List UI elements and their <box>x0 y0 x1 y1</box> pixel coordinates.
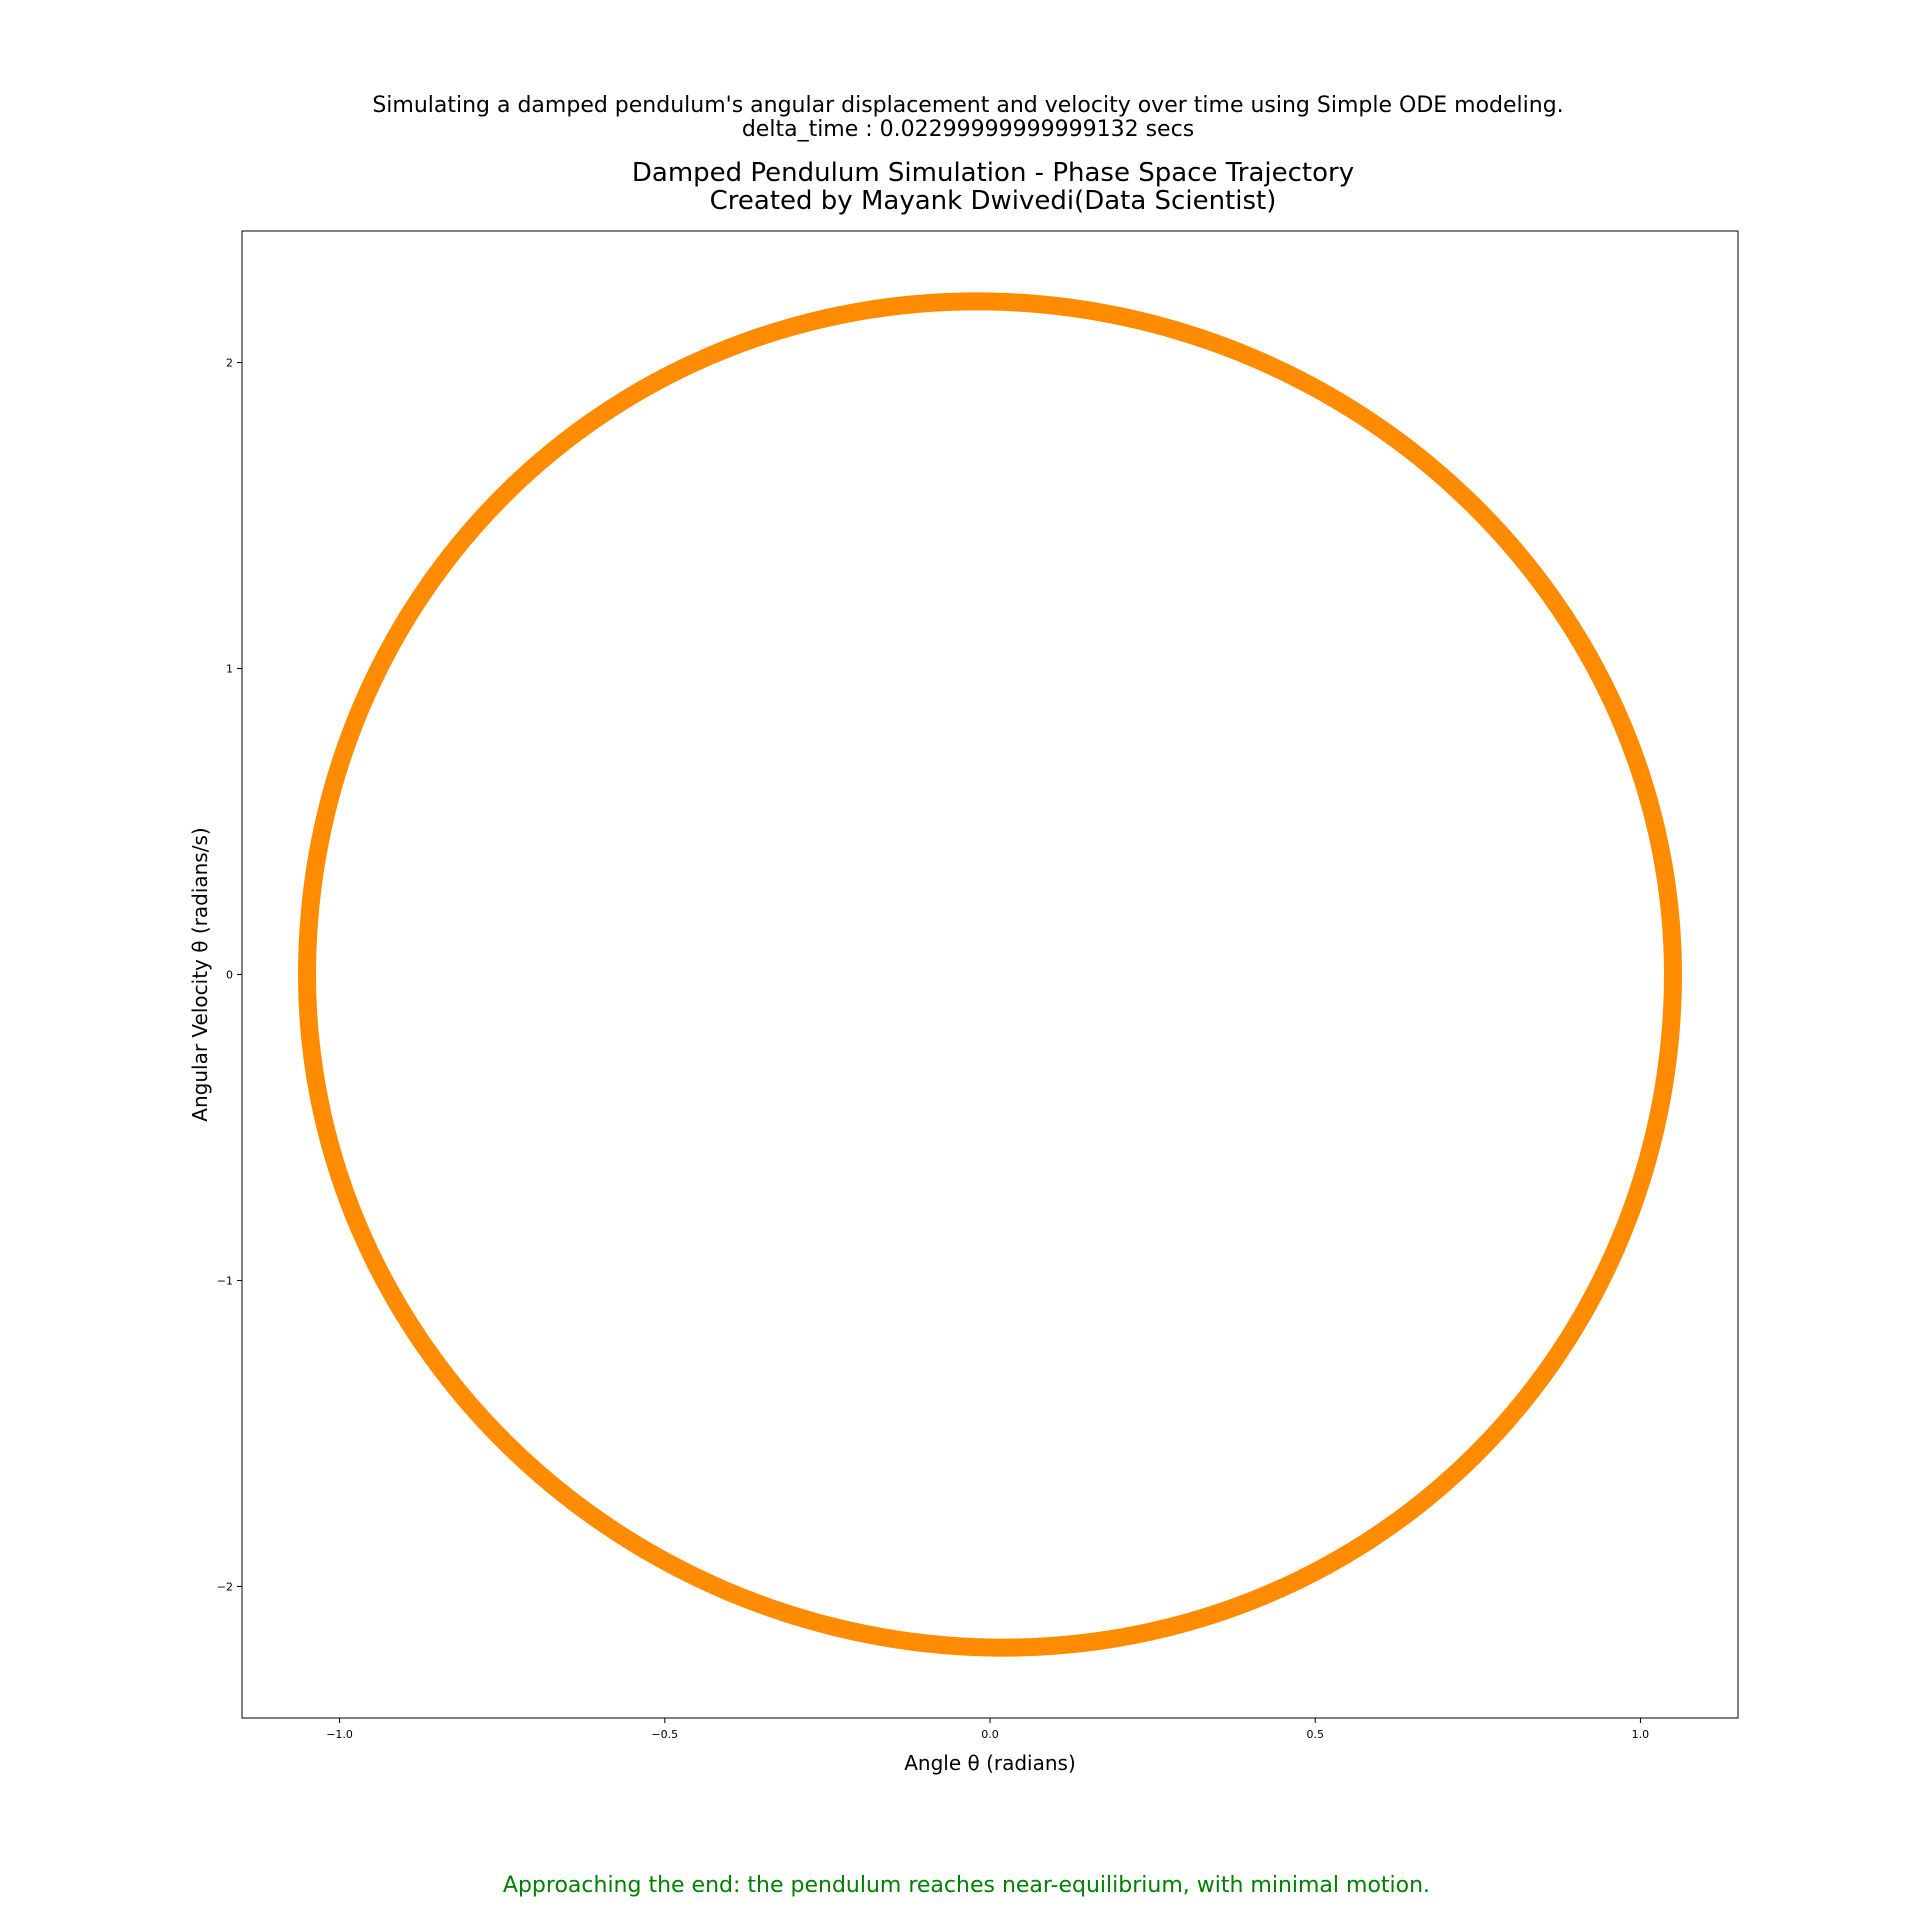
y-axis: −2 −1 0 1 2 <box>217 357 242 1593</box>
status-caption: Approaching the end: the pendulum reache… <box>502 1873 1431 1898</box>
chart-subtitle: Created by Mayank Dwivedi(Data Scientist… <box>709 186 1277 216</box>
trajectory-line-0 <box>298 292 1682 1657</box>
figure-suptitle-line1: Simulating a damped pendulum's angular d… <box>372 93 1564 118</box>
y-tick-label: 2 <box>226 357 233 370</box>
y-axis-label: Angular Velocity θ (radians/s) <box>188 827 212 1121</box>
x-axis: −1.0 −0.5 0.0 0.5 1.0 <box>326 1718 1649 1741</box>
x-axis-label: Angle θ (radians) <box>904 1751 1076 1775</box>
x-tick-label: 1.0 <box>1632 1728 1650 1741</box>
y-tick-label: 1 <box>226 663 233 676</box>
x-tick-label: 0.5 <box>1306 1728 1324 1741</box>
x-tick-label: 0.0 <box>981 1728 999 1741</box>
y-tick-label: 0 <box>226 969 233 982</box>
chart-title: Damped Pendulum Simulation - Phase Space… <box>631 158 1355 188</box>
y-tick-label: −2 <box>217 1580 233 1593</box>
x-tick-label: −1.0 <box>326 1728 353 1741</box>
y-tick-label: −1 <box>217 1274 233 1287</box>
x-tick-label: −0.5 <box>651 1728 678 1741</box>
plot-area <box>298 292 1682 1657</box>
figure-suptitle-line2: delta_time : 0.02299999999999132 secs <box>741 117 1195 142</box>
axes-frame <box>241 230 1739 1719</box>
